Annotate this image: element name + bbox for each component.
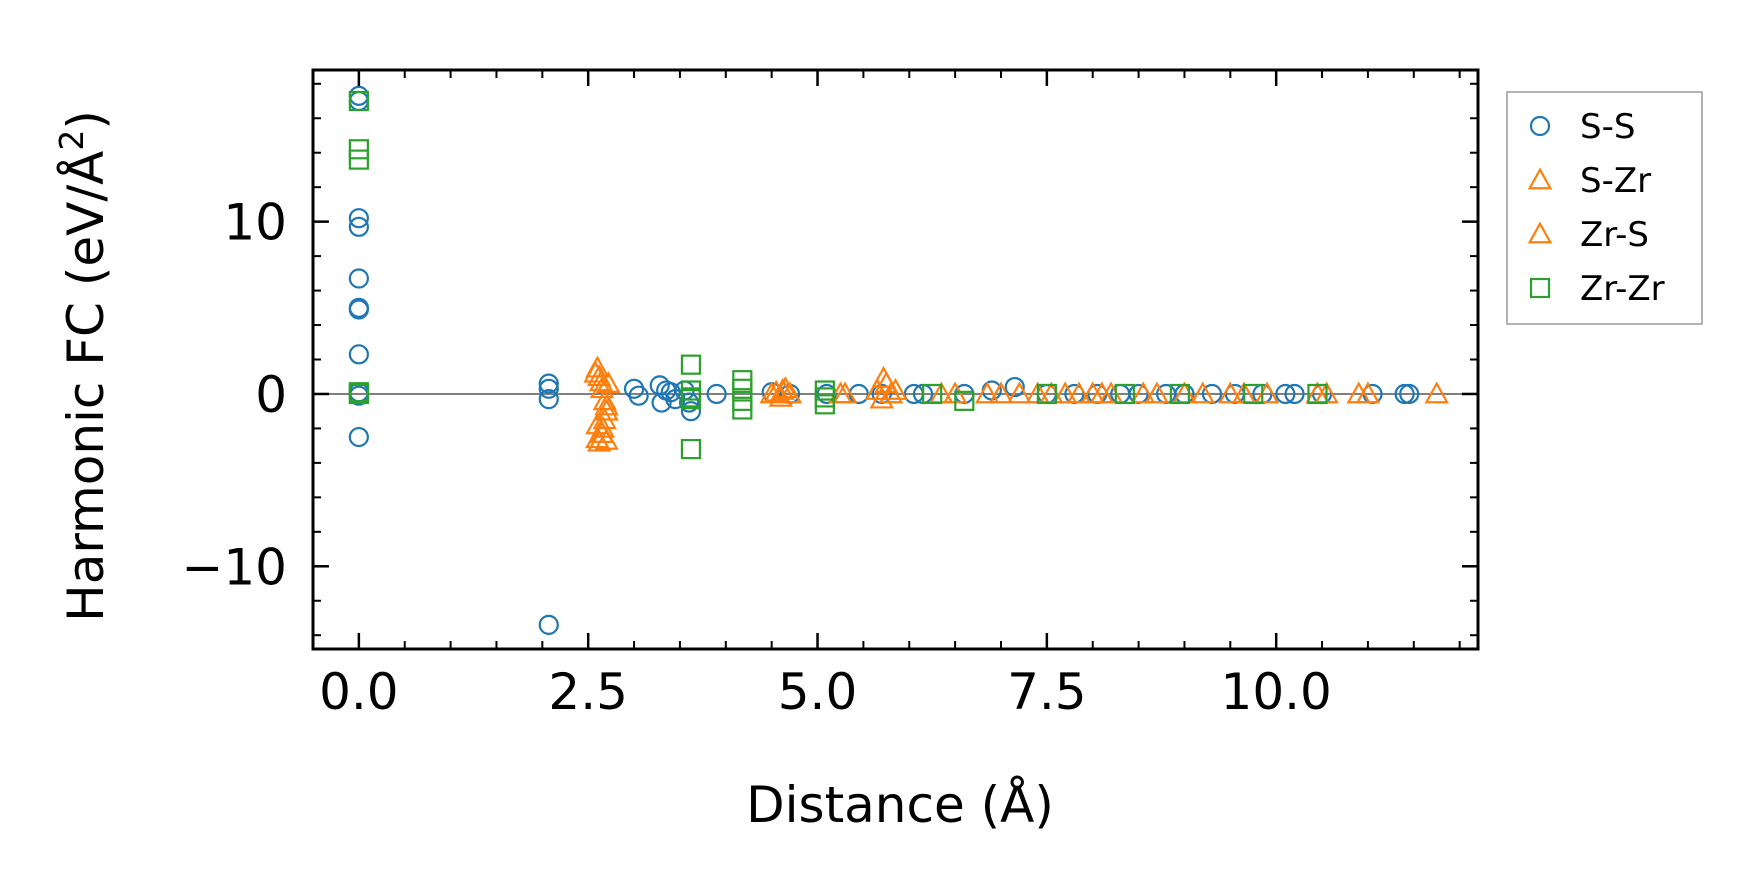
data-point-zr-zr — [348, 382, 369, 403]
y-tick-label: −10 — [181, 538, 287, 596]
data-point-s-s — [680, 401, 702, 422]
data-point-zr-s — [883, 377, 908, 400]
data-point-s-zr — [975, 381, 1000, 404]
data-point-zr-zr — [680, 439, 702, 460]
x-tick-label: 10.0 — [1221, 663, 1332, 721]
legend-markers — [1527, 115, 1553, 299]
data-point-zr-zr — [954, 390, 975, 411]
data-point-s-s — [348, 426, 369, 448]
data-point-s-s — [1275, 383, 1296, 405]
data-point-s-s — [679, 392, 700, 413]
data-point-s-zr — [594, 427, 619, 450]
y-axis-label-main: Harmonic FC (eV/Å — [57, 151, 115, 622]
data-point-zr-zr — [1169, 383, 1190, 405]
data-point-zr-s — [1355, 381, 1381, 404]
x-axis-label: Distance (Å) — [746, 776, 1054, 834]
data-point-zr-s — [588, 369, 614, 392]
data-point-zr-s — [828, 381, 853, 404]
data-point-zr-s — [590, 415, 616, 438]
data-point-s-s — [538, 378, 559, 399]
x-tick-label: 5.0 — [778, 663, 858, 721]
data-point-s-s — [538, 373, 559, 394]
legend-marker-zr-s — [1527, 221, 1553, 244]
data-point-zr-zr — [1036, 383, 1057, 405]
data-point-zr-s — [770, 377, 795, 400]
data-point-zr-zr — [732, 399, 753, 420]
data-point-zr-zr — [348, 149, 369, 170]
legend-label-zr-s: Zr-S — [1580, 215, 1649, 255]
x-tick-label: 2.5 — [548, 663, 628, 721]
data-point-s-s — [706, 383, 727, 405]
data-point-s-zr — [1130, 381, 1156, 404]
data-point-s-zr — [773, 376, 798, 399]
data-point-zr-zr — [1307, 383, 1328, 405]
data-point-zr-s — [1052, 381, 1078, 404]
legend-frame — [1506, 91, 1703, 325]
data-point-s-s — [628, 385, 649, 406]
data-point-s-s — [348, 344, 369, 365]
data-point-s-zr — [1190, 381, 1216, 404]
data-point-zr-zr — [680, 389, 702, 410]
data-point-zr-s — [871, 365, 896, 388]
data-point-s-zr — [1066, 381, 1092, 404]
data-point-zr-zr — [814, 394, 835, 415]
data-point-s-s — [348, 208, 369, 229]
y-tick-label: 0 — [255, 366, 287, 424]
data-point-zr-zr — [348, 90, 369, 112]
legend-marker-zr-zr — [1529, 277, 1551, 299]
data-point-s-s — [1004, 376, 1025, 398]
data-point-s-zr — [594, 398, 619, 421]
data-point-s-zr — [764, 379, 789, 402]
y-axis-label-superscript: 2 — [52, 130, 91, 151]
data-point-s-zr — [878, 381, 904, 404]
data-point-zr-s — [1144, 381, 1170, 404]
data-point-zr-zr — [922, 383, 943, 405]
y-tick-labels: −10 0 10 — [181, 194, 287, 597]
legend-marker-s-zr — [1527, 167, 1553, 190]
data-point-s-zr — [592, 407, 617, 430]
data-point-zr-s — [1424, 381, 1449, 404]
data-point-s-s — [1284, 383, 1305, 405]
x-tick-labels: 0.0 2.5 5.0 7.5 10.0 — [319, 663, 1332, 721]
data-point-zr-zr — [732, 378, 753, 399]
data-point-s-s — [538, 614, 559, 635]
data-point-zr-s — [1080, 381, 1105, 404]
legend-marker-s-s — [1529, 115, 1551, 137]
data-point-zr-zr — [348, 139, 369, 160]
plot-frame — [311, 68, 1480, 651]
data-point-s-s — [1399, 383, 1420, 405]
data-point-s-s — [348, 216, 369, 237]
data-point-zr-s — [594, 393, 619, 416]
data-point-s-s — [538, 389, 559, 410]
data-point-s-zr — [777, 381, 803, 404]
y-axis-label-close: ) — [57, 110, 115, 130]
data-point-s-s — [1394, 383, 1415, 405]
data-points — [348, 85, 1449, 635]
y-tick-label: 10 — [223, 194, 287, 252]
data-point-zr-s — [988, 381, 1014, 404]
data-point-s-s — [348, 268, 369, 289]
legend-label-s-zr: S-Zr — [1580, 161, 1651, 201]
x-tick-label: 0.0 — [319, 663, 399, 721]
axis-ticks — [312, 70, 1478, 649]
y-axis-label: Harmonic FC (eV/Å2) — [52, 110, 115, 622]
x-tick-label: 7.5 — [1007, 663, 1087, 721]
legend: S-S S-Zr Zr-S Zr-Zr — [1506, 91, 1703, 325]
data-point-s-zr — [1007, 381, 1032, 404]
legend-label-zr-zr: Zr-Zr — [1580, 269, 1665, 309]
data-point-zr-zr — [1243, 383, 1264, 405]
data-point-zr-zr — [680, 354, 702, 375]
data-point-s-s — [348, 299, 369, 320]
data-point-zr-zr — [1114, 383, 1135, 405]
legend-label-s-s: S-S — [1580, 107, 1635, 147]
data-point-zr-s — [1218, 381, 1243, 404]
